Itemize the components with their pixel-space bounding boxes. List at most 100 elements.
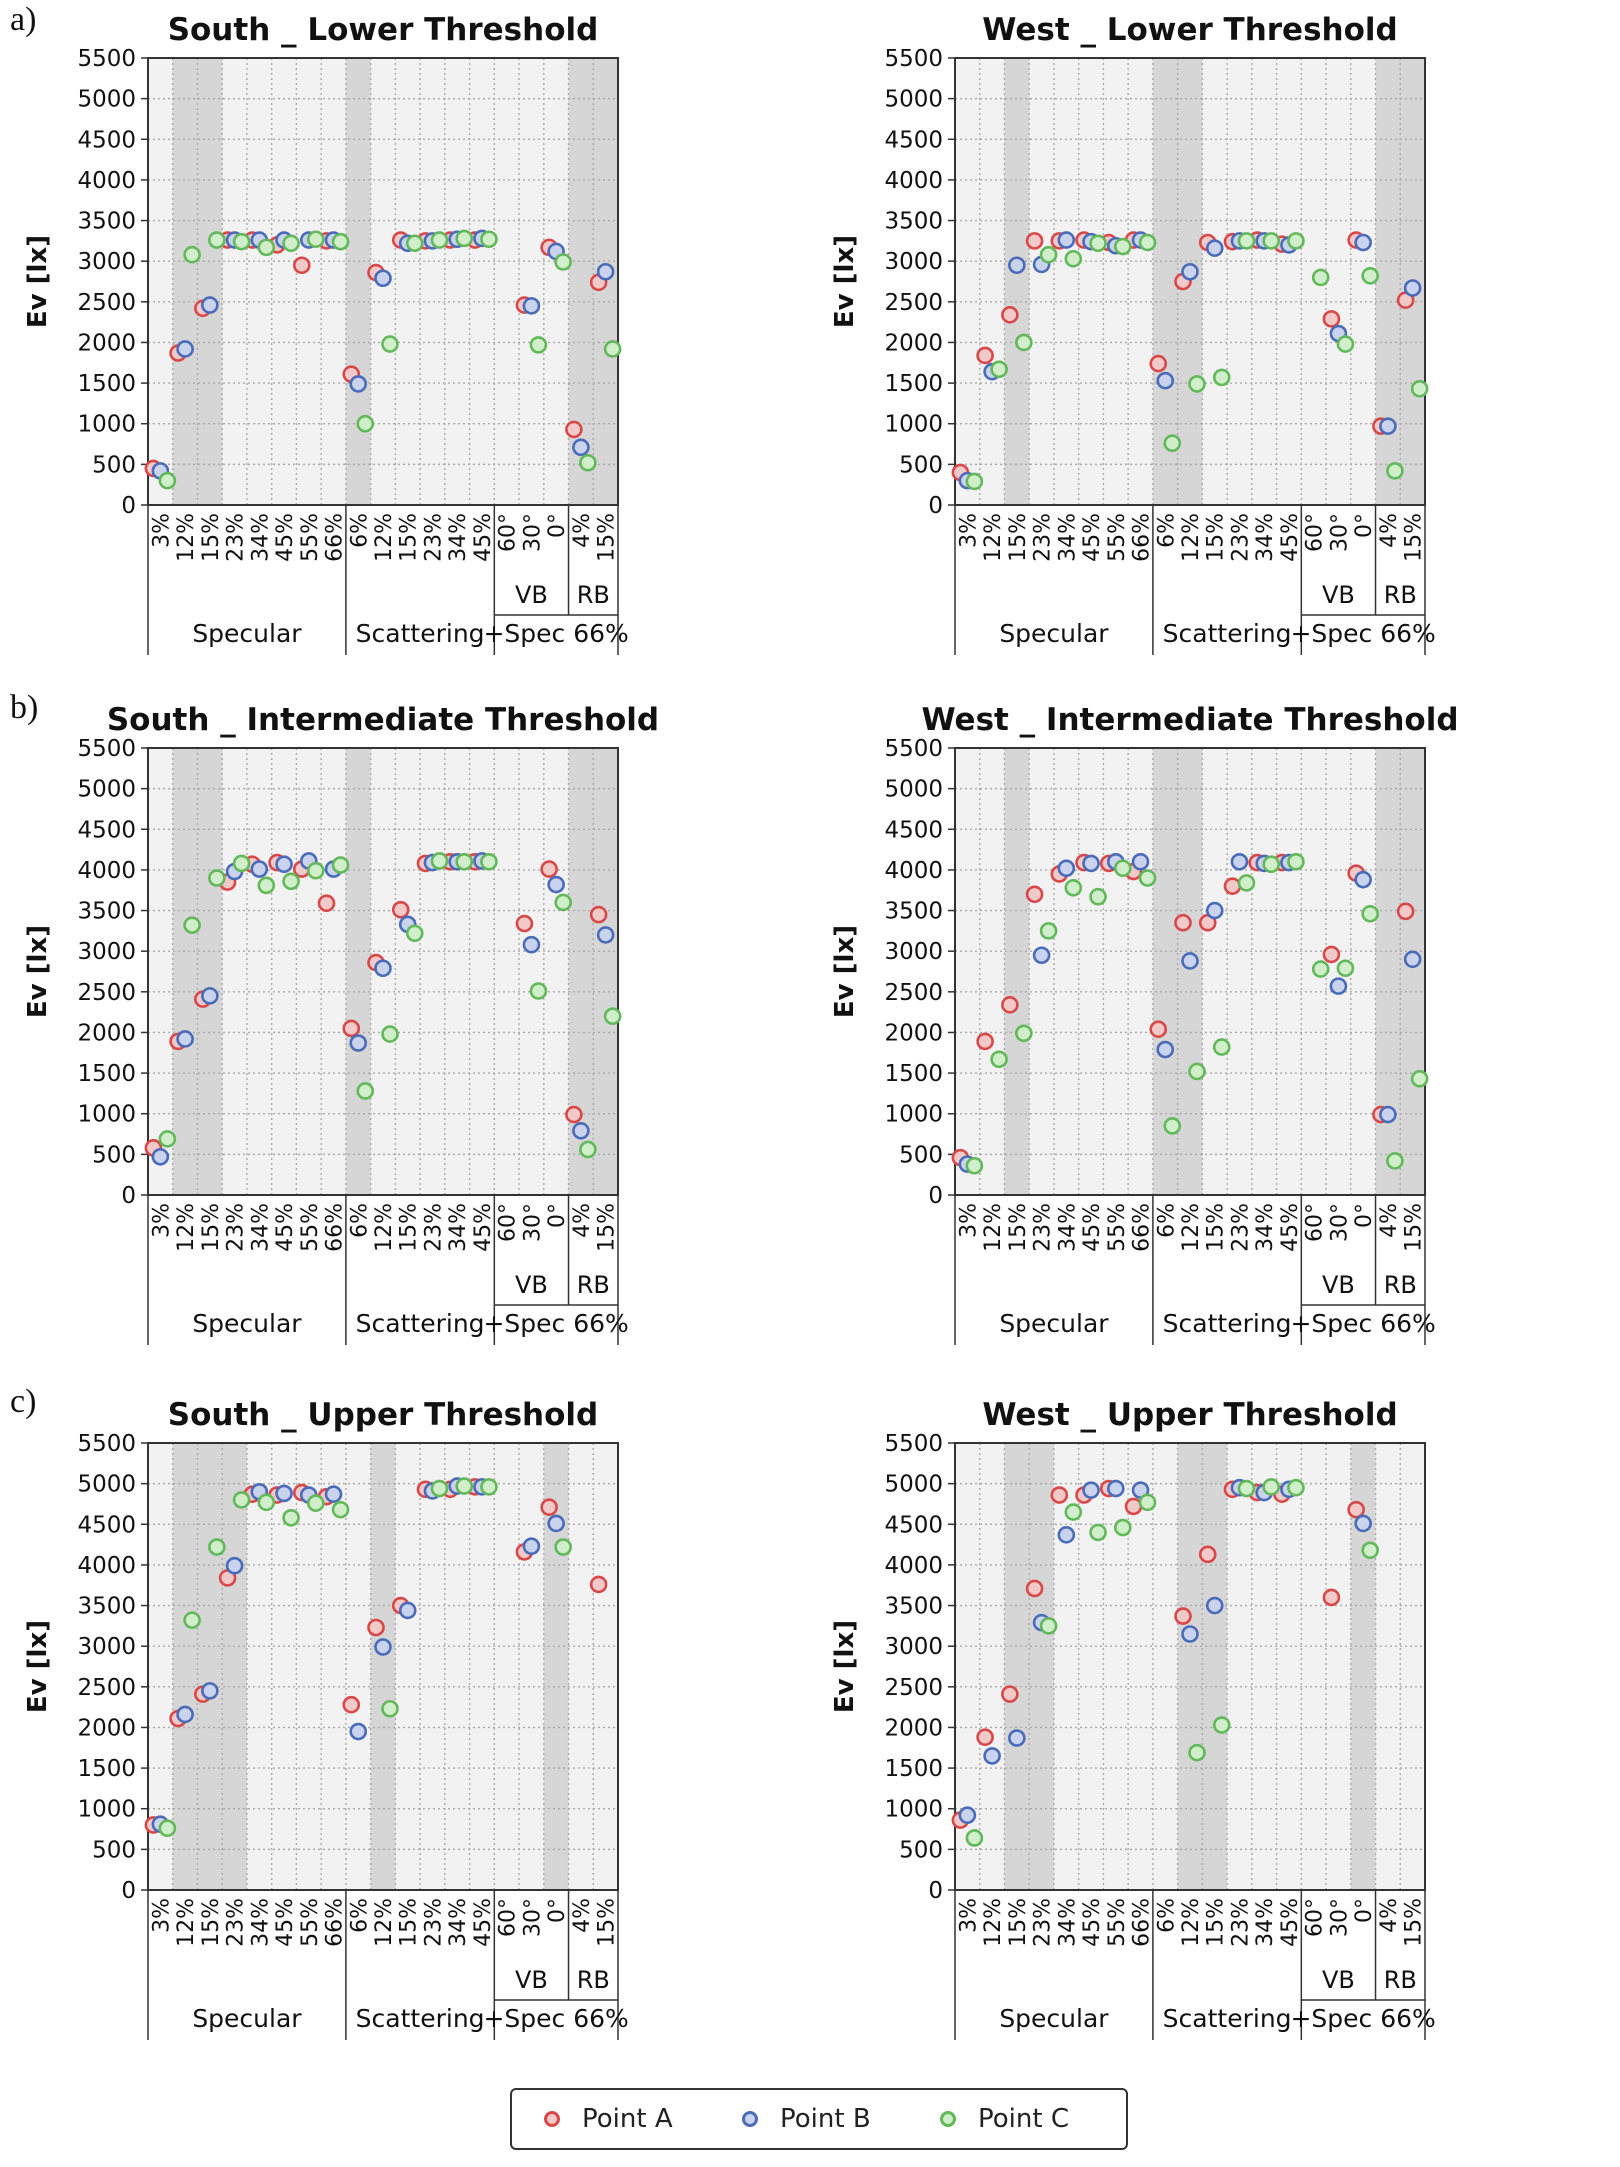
x-tick-label: 30° [1327,1203,1352,1242]
category-band [370,1443,396,1890]
category-band [494,58,520,505]
data-point-point-a [589,905,608,924]
data-point-point-c [1188,1743,1206,1762]
data-point-point-c [257,1493,276,1512]
group-label-vb-rb: +Spec 66% [1290,1309,1435,1338]
data-point-point-c [282,872,300,891]
data-point-point-c [331,232,350,251]
data-point-point-b [1205,1596,1224,1615]
data-point-point-b [547,875,565,894]
legend-marker-point-a [544,2111,560,2127]
category-band [543,58,570,505]
y-tick-label: 500 [899,452,943,478]
x-tick-label: 12% [372,513,397,562]
chart-title: West _ Upper Threshold [982,1397,1397,1433]
y-tick-label: 4500 [77,817,136,843]
data-point-point-b [398,1601,417,1620]
y-tick-label: 5000 [77,777,136,803]
data-point-point-a [1396,902,1415,921]
data-point-point-a [1347,1500,1365,1519]
group-label-vb-rb: +Spec 66% [1290,2004,1435,2033]
plot-frame [147,1442,619,1891]
category-band [519,748,545,1195]
data-point-point-a [1124,1497,1143,1516]
data-point-point-b [374,1638,392,1656]
panel-tag: a) [10,1,36,38]
data-point-point-c [1410,379,1429,398]
x-tick-label: 4% [1377,513,1402,548]
x-tick-label: 60° [1303,1203,1328,1242]
category-band [296,748,322,1195]
category-band [1177,748,1203,1195]
y-tick-label: 0 [928,493,943,519]
category-band [1400,748,1426,1195]
data-point-point-c [405,924,424,943]
x-tick-label: 23% [421,1898,446,1947]
x-tick-label: 3% [149,513,174,548]
data-point-point-a [1149,354,1168,373]
category-band [469,58,495,505]
group-label-specular: Specular [192,2004,302,2033]
data-point-point-b [1379,1105,1397,1124]
x-tick-label: 45% [471,1203,496,1252]
category-band [1375,58,1401,505]
data-point-point-c [381,1699,399,1718]
chart-panel: West _ Lower Threshold 0 500 1000 1500 2000 25… [830,12,1436,655]
data-point-point-c [1237,874,1256,892]
x-tick-label: 4% [570,513,595,548]
category-band [271,58,297,505]
x-tick-label: 6% [347,1203,372,1238]
y-tick-label: 4000 [77,168,136,194]
category-band [593,1443,619,1890]
x-tick-label: 15% [1204,513,1229,562]
chart-title: South _ Lower Threshold [168,12,599,48]
x-tick-label: 45% [1278,513,1303,562]
x-tick-label: 34% [446,1898,471,1947]
y-tick-label: 1500 [77,371,136,397]
category-band [519,58,545,505]
category-band [979,1443,1005,1890]
x-tick-label: 4% [570,1898,595,1933]
category-band [345,1443,372,1890]
category-band [172,748,198,1195]
chart-title: South _ Upper Threshold [168,1397,599,1433]
data-point-point-c [1386,462,1404,480]
data-point-point-b [1403,279,1422,297]
x-tick-label: 23% [1031,1898,1056,1947]
data-point-point-b [1181,262,1199,281]
data-point-point-a [1149,1020,1168,1039]
x-tick-label: 15% [1006,1898,1031,1947]
data-point-point-c [331,856,350,874]
y-tick-label: 1000 [77,1102,136,1128]
data-point-point-a [976,1728,994,1747]
data-point-point-c [965,1829,984,1847]
data-point-point-b [572,438,590,457]
x-tick-label: 34% [248,513,273,562]
legend-label-point-a: Point A [582,2104,673,2134]
y-tick-label: 1000 [884,1102,943,1128]
chart-panel: South _ Upper Threshold 0 500 1000 1500 2000 2… [23,1397,629,2040]
data-point-point-c [603,1007,622,1026]
category-band [469,1443,495,1890]
sublabel-vb: VB [1322,581,1355,609]
category-band [1128,58,1154,505]
x-tick-label: 12% [1179,513,1204,562]
chart-title: West _ Lower Threshold [982,12,1397,48]
chart-panel: West _ Intermediate Threshold 0 500 1000 150… [830,702,1459,1345]
data-point-point-b [1156,371,1175,390]
data-point-point-b [176,1030,194,1048]
group-label-vb-rb: +Spec 66% [1290,619,1435,648]
data-point-point-b [250,860,269,878]
x-tick-label: 45% [1080,1203,1105,1252]
x-tick-label: 55% [1105,1203,1130,1252]
category-band [1326,58,1352,505]
data-point-point-c [1064,1503,1083,1521]
x-tick-label: 12% [372,1898,397,1947]
y-tick-label: 2500 [884,980,943,1006]
x-tick-label: 66% [1130,513,1155,562]
data-point-point-c [356,1082,375,1100]
sublabel-rb: RB [1384,1271,1417,1299]
data-point-point-c [257,876,276,895]
data-point-point-a [565,1105,583,1124]
